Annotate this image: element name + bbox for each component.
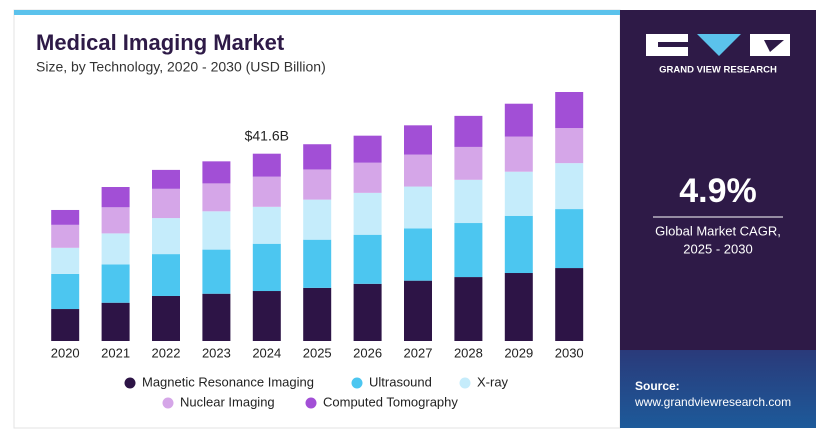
bar-segment bbox=[404, 186, 432, 229]
logo bbox=[646, 34, 790, 56]
x-tick-label: 2026 bbox=[353, 345, 382, 360]
bar-segment bbox=[454, 115, 483, 147]
bar-segment bbox=[454, 223, 483, 278]
x-tick-label: 2025 bbox=[303, 345, 332, 360]
bar-segment bbox=[353, 283, 382, 341]
bar-segment bbox=[101, 233, 130, 265]
brand: GRAND VIEW RESEARCH bbox=[659, 65, 777, 76]
bar-segment bbox=[404, 228, 432, 281]
bar-segment bbox=[152, 169, 180, 189]
legend-swatch bbox=[162, 397, 174, 409]
legend-label: Computed Tomography bbox=[323, 394, 458, 409]
bar-segment bbox=[504, 103, 533, 137]
legend-label: Magnetic Resonance Imaging bbox=[142, 374, 314, 389]
bar-segment bbox=[404, 280, 432, 341]
chart-subtitle: Size, by Technology, 2020 - 2030 (USD Bi… bbox=[36, 59, 326, 75]
bar-segment bbox=[51, 309, 80, 341]
bar-segment bbox=[303, 169, 332, 200]
bar-segment bbox=[152, 295, 180, 341]
legend-swatch bbox=[351, 377, 363, 389]
bar-segment bbox=[202, 211, 231, 250]
bar-segment bbox=[404, 125, 432, 155]
bar-segment bbox=[252, 176, 281, 207]
x-tick-label: 2024 bbox=[252, 345, 281, 360]
x-tick-label: 2028 bbox=[454, 345, 483, 360]
bar-segment bbox=[202, 249, 231, 294]
bar-segment bbox=[252, 291, 281, 341]
bar-segment bbox=[101, 264, 130, 303]
bar-segment bbox=[51, 273, 80, 310]
legend-label: X-ray bbox=[477, 374, 509, 389]
bar-segment bbox=[504, 215, 533, 274]
bar-segment bbox=[303, 287, 332, 341]
legend-swatch bbox=[124, 377, 136, 389]
x-tick-label: 2029 bbox=[504, 345, 533, 360]
x-tick-label: 2020 bbox=[51, 345, 80, 360]
legend-label: Ultrasound bbox=[369, 374, 432, 389]
bar-segment bbox=[202, 161, 231, 184]
cagr-period: 2025 - 2030 bbox=[683, 241, 752, 256]
cagr-label: Global Market CAGR, bbox=[655, 223, 781, 238]
bar-segment bbox=[202, 183, 231, 212]
bar-segment bbox=[555, 268, 584, 341]
top-stripe bbox=[14, 10, 620, 15]
bar-segment bbox=[404, 154, 432, 187]
legend-label: Nuclear Imaging bbox=[180, 394, 275, 409]
x-tick-label: 2021 bbox=[101, 345, 130, 360]
legend-swatch bbox=[459, 377, 471, 389]
bar-segment bbox=[504, 273, 533, 341]
bar-segment bbox=[353, 192, 382, 235]
bar-segment bbox=[51, 224, 80, 248]
bar-segment bbox=[101, 207, 130, 234]
bar-segment bbox=[504, 136, 533, 172]
source-label: Source: bbox=[635, 379, 680, 393]
source-url: www.grandviewresearch.com bbox=[634, 395, 791, 409]
bar-segment bbox=[51, 247, 80, 274]
bar-segment bbox=[152, 254, 180, 296]
bar-segment bbox=[555, 163, 584, 210]
source-box bbox=[620, 350, 816, 428]
x-tick-label: 2022 bbox=[152, 345, 181, 360]
annotation: $41.6B bbox=[245, 127, 289, 143]
x-tick-label: 2027 bbox=[404, 345, 433, 360]
bar-segment bbox=[152, 218, 180, 255]
bar-segment bbox=[202, 293, 231, 341]
bar-segment bbox=[353, 234, 382, 284]
bar-segment bbox=[555, 209, 584, 269]
x-tick-label: 2023 bbox=[202, 345, 231, 360]
bar-segment bbox=[303, 144, 332, 170]
bar-segment bbox=[454, 277, 483, 341]
bar-segment bbox=[101, 187, 130, 208]
bar-segment bbox=[152, 188, 180, 219]
bar-segment bbox=[303, 239, 332, 288]
legend-swatch bbox=[305, 397, 317, 409]
bar-segment bbox=[353, 135, 382, 163]
chart-title: Medical Imaging Market bbox=[36, 30, 285, 55]
bar-segment bbox=[101, 302, 130, 341]
bar-segment bbox=[252, 243, 281, 292]
bar-segment bbox=[454, 146, 483, 180]
cagr-value: 4.9% bbox=[679, 172, 757, 210]
x-tick-label: 2030 bbox=[555, 345, 584, 360]
bar-segment bbox=[555, 128, 584, 164]
bar-segment bbox=[353, 162, 382, 193]
bar-segment bbox=[454, 179, 483, 224]
bar-segment bbox=[555, 92, 584, 129]
bar-segment bbox=[252, 206, 281, 244]
bar-segment bbox=[51, 209, 80, 225]
bar-segment bbox=[504, 171, 533, 216]
bar-segment bbox=[252, 153, 281, 177]
bar-segment bbox=[303, 199, 332, 240]
